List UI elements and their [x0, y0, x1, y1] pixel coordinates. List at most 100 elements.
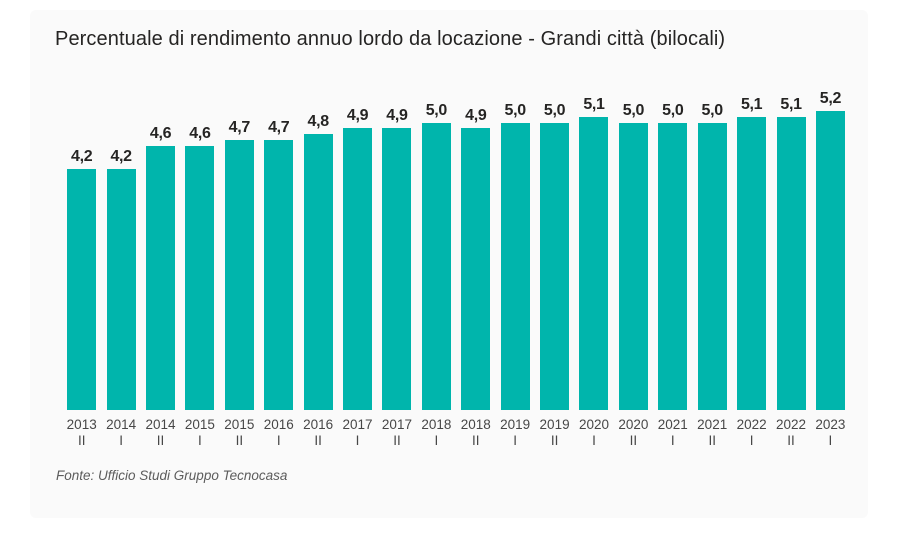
bar[interactable] — [540, 122, 570, 410]
bar-slot: 4,8 — [298, 113, 337, 410]
bar[interactable] — [343, 128, 373, 410]
bar-slot: 4,9 — [377, 107, 416, 410]
x-tick: 2021 I — [653, 417, 692, 449]
x-tick-year: 2022 — [775, 417, 807, 432]
x-tick-year: 2017 — [381, 417, 412, 432]
x-tick-year: 2015 — [224, 417, 255, 432]
chart-panel: Percentuale di rendimento annuo lordo da… — [30, 10, 868, 518]
x-tick-semester: II — [550, 433, 559, 448]
bar-slot: 4,6 — [180, 124, 219, 410]
x-tick: 2014 II — [141, 417, 180, 449]
bar-slot: 5,0 — [535, 102, 574, 410]
bar-slot: 5,1 — [574, 96, 613, 410]
x-tick: 2021 II — [693, 417, 732, 449]
x-tick-year: 2014 — [106, 417, 137, 432]
bar-value-label: 4,6 — [149, 124, 172, 142]
bar[interactable] — [382, 128, 412, 410]
bar[interactable] — [815, 111, 845, 410]
x-tick-year: 2013 — [66, 417, 97, 432]
bar-value-label: 5,1 — [740, 95, 763, 113]
bar-slot: 5,0 — [693, 101, 732, 410]
x-tick: 2018 I — [417, 417, 456, 449]
bar[interactable] — [185, 145, 215, 410]
bar[interactable] — [500, 122, 530, 410]
x-tick-semester: II — [77, 433, 86, 448]
x-tick: 2017 II — [377, 417, 416, 449]
plot-area: 4,2 4,2 4,6 4,6 4,7 4,7 4,8 4,9 4,9 5,0 4,9 5,0 5,0 5… — [62, 65, 850, 410]
bar-value-label: 4,6 — [189, 124, 211, 142]
bar[interactable] — [303, 134, 333, 410]
x-tick: 2019 II — [535, 417, 574, 449]
bar[interactable] — [579, 116, 609, 410]
bar-value-label: 4,9 — [386, 107, 408, 125]
x-tick-semester: II — [708, 433, 716, 448]
x-tick: 2016 II — [298, 417, 337, 449]
bar-slot: 5,2 — [811, 90, 850, 410]
bar-slot: 5,0 — [495, 101, 534, 410]
bar-value-label: 4,7 — [268, 118, 290, 136]
bar[interactable] — [421, 122, 451, 410]
source-note: Fonte: Ufficio Studi Gruppo Tecnocasa — [56, 468, 288, 483]
x-tick-year: 2018 — [421, 417, 452, 432]
x-tick-semester: I — [276, 433, 281, 448]
bar-slot: 5,1 — [771, 96, 810, 410]
bar-slot: 4,7 — [220, 119, 259, 410]
x-tick-year: 2020 — [578, 417, 609, 432]
x-tick-semester: I — [513, 433, 518, 448]
bar[interactable] — [106, 168, 136, 410]
bar-value-label: 4,9 — [465, 107, 487, 125]
x-tick: 2013 II — [62, 417, 101, 449]
x-tick-year: 2018 — [460, 417, 491, 432]
bar-slot: 5,0 — [653, 102, 692, 410]
bar-value-label: 4,2 — [110, 147, 132, 165]
bar-value-label: 5,0 — [504, 101, 527, 119]
x-tick-year: 2019 — [539, 417, 570, 432]
bar-slot: 4,2 — [62, 148, 101, 410]
bar[interactable] — [618, 122, 648, 410]
bar[interactable] — [264, 139, 294, 410]
x-tick-semester: I — [198, 433, 202, 448]
x-tick-year: 2016 — [263, 417, 294, 432]
x-tick: 2023 I — [811, 417, 850, 449]
x-tick: 2014 I — [101, 417, 140, 449]
x-tick-semester: II — [629, 433, 638, 448]
x-tick: 2022 I — [732, 417, 771, 449]
bar-value-label: 4,7 — [228, 118, 251, 136]
x-tick-year: 2022 — [736, 417, 767, 432]
x-tick-semester: II — [787, 433, 795, 448]
bar-slot: 4,9 — [456, 107, 495, 410]
x-tick-semester: I — [828, 433, 833, 448]
bar-value-label: 5,1 — [780, 95, 802, 113]
x-tick: 2016 I — [259, 417, 298, 449]
bar-slot: 5,1 — [732, 96, 771, 410]
bar-slot: 4,6 — [141, 124, 180, 410]
x-tick-year: 2015 — [184, 417, 215, 432]
bar[interactable] — [67, 168, 97, 410]
x-tick: 2015 II — [220, 417, 259, 449]
bar[interactable] — [697, 122, 727, 410]
x-tick-semester: I — [119, 433, 123, 448]
bar-slot: 4,2 — [101, 147, 140, 410]
bar[interactable] — [461, 128, 491, 410]
bar-slot: 5,0 — [614, 102, 653, 410]
x-tick-semester: I — [670, 433, 675, 448]
x-axis: 2013 II 2014 I 2014 II 2015 I 2015 II 2016 I 2016 II 2… — [62, 417, 850, 449]
x-tick-year: 2021 — [697, 417, 728, 432]
bar-value-label: 4,8 — [307, 113, 329, 130]
x-tick: 2022 II — [771, 417, 810, 449]
bar-value-label: 5,0 — [425, 101, 448, 119]
x-tick-semester: II — [393, 433, 401, 448]
bar[interactable] — [737, 116, 767, 410]
bar[interactable] — [658, 122, 688, 410]
x-tick: 2020 II — [614, 417, 653, 449]
bar[interactable] — [224, 139, 254, 410]
bar-slot: 5,0 — [417, 101, 456, 410]
x-tick-year: 2020 — [618, 417, 649, 432]
x-tick-year: 2019 — [500, 417, 531, 432]
x-tick-year: 2021 — [657, 417, 688, 432]
x-tick: 2020 I — [574, 417, 613, 449]
bar[interactable] — [776, 116, 806, 410]
bar[interactable] — [146, 145, 176, 410]
x-tick-semester: II — [472, 433, 480, 448]
bar-value-label: 5,0 — [701, 101, 724, 119]
